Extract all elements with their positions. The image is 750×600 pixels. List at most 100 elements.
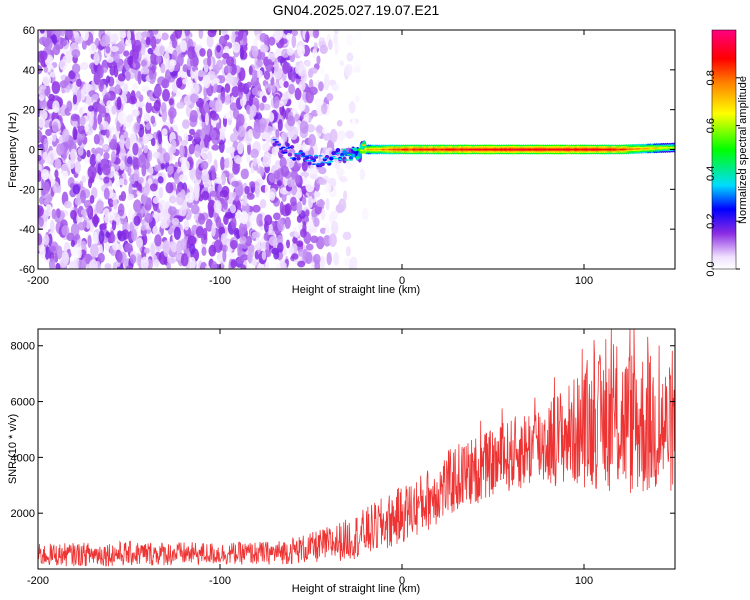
noise-cell xyxy=(51,81,61,94)
noise-cell xyxy=(118,178,125,186)
noise-cell xyxy=(110,45,119,53)
noise-cell xyxy=(92,231,98,244)
noise-cell xyxy=(55,262,61,269)
signal-cell xyxy=(292,158,297,160)
signal-cell xyxy=(307,161,312,166)
noise-cell xyxy=(238,125,246,138)
noise-cell xyxy=(167,257,176,264)
noise-cell xyxy=(54,169,59,179)
noise-cell xyxy=(140,43,146,56)
noise-cell xyxy=(303,248,308,260)
noise-cell xyxy=(77,248,82,259)
noise-cell xyxy=(224,83,231,94)
noise-cell xyxy=(182,119,190,130)
noise-cell xyxy=(334,41,339,56)
noise-cell xyxy=(244,236,253,247)
noise-cell xyxy=(232,163,240,175)
noise-cell xyxy=(322,132,332,141)
colorbar-bar xyxy=(711,29,737,270)
spectrogram-x-label: Height of straight line (km) xyxy=(292,284,420,296)
noise-cell xyxy=(169,241,177,248)
noise-cell xyxy=(110,233,116,243)
noise-cell xyxy=(238,226,245,238)
noise-cell xyxy=(125,137,131,150)
noise-cell xyxy=(138,135,143,143)
noise-cell xyxy=(38,154,42,161)
noise-cell xyxy=(294,113,300,122)
noise-cell xyxy=(283,80,289,88)
noise-cell xyxy=(159,209,168,224)
noise-cell xyxy=(254,250,259,261)
noise-cell xyxy=(86,149,91,158)
y-tick-label: -40 xyxy=(19,224,35,236)
noise-cell xyxy=(145,122,151,131)
noise-cell xyxy=(72,184,81,195)
noise-cell xyxy=(221,30,228,35)
noise-cell xyxy=(102,163,111,176)
noise-cell xyxy=(49,245,57,252)
noise-cell xyxy=(104,242,110,251)
noise-cell xyxy=(180,139,189,146)
noise-cell xyxy=(252,125,261,140)
noise-cell xyxy=(76,78,82,87)
noise-cell xyxy=(218,139,225,154)
noise-cell xyxy=(331,210,339,221)
noise-cell xyxy=(163,152,171,163)
noise-cell xyxy=(216,44,221,53)
noise-cell xyxy=(189,109,198,123)
noise-cell xyxy=(91,94,99,101)
x-tick-label: -200 xyxy=(27,275,49,287)
noise-cell xyxy=(119,134,125,149)
noise-cell xyxy=(70,113,80,122)
noise-cell xyxy=(70,209,77,220)
noise-cell xyxy=(231,85,240,98)
noise-cell xyxy=(205,265,211,269)
noise-cell xyxy=(190,56,197,68)
noise-cell xyxy=(78,257,87,269)
noise-cell xyxy=(284,203,292,216)
noise-cell xyxy=(61,169,69,180)
y-tick-label: -20 xyxy=(19,184,35,196)
signal-cell xyxy=(333,157,338,160)
signal-cell xyxy=(276,143,282,146)
noise-cell xyxy=(105,75,111,84)
noise-cell xyxy=(259,166,265,178)
noise-cell xyxy=(256,213,264,227)
noise-cell xyxy=(161,78,170,89)
noise-cell xyxy=(277,119,283,132)
noise-cell xyxy=(279,201,284,215)
noise-cell xyxy=(106,56,114,63)
noise-cell xyxy=(318,178,328,185)
noise-cell xyxy=(66,232,75,242)
noise-cell xyxy=(153,85,162,98)
noise-cell xyxy=(158,199,166,212)
noise-cell xyxy=(268,236,278,247)
noise-cell xyxy=(286,32,292,41)
noise-cell xyxy=(132,82,139,91)
noise-cell xyxy=(105,129,110,139)
noise-cell xyxy=(38,196,45,205)
noise-cell xyxy=(210,129,217,140)
noise-cell xyxy=(56,245,63,260)
noise-cell xyxy=(301,196,307,206)
noise-cell xyxy=(331,83,339,92)
noise-cell xyxy=(309,172,318,180)
noise-cell xyxy=(252,157,257,167)
noise-cell xyxy=(126,265,133,269)
noise-cell xyxy=(98,79,104,93)
noise-cell xyxy=(193,69,199,83)
noise-cell xyxy=(305,243,314,251)
noise-cell xyxy=(231,30,236,44)
noise-cell xyxy=(301,185,307,195)
noise-cell xyxy=(137,70,142,85)
noise-cell xyxy=(131,37,136,47)
noise-cell xyxy=(185,192,195,203)
noise-cell xyxy=(325,197,330,211)
noise-cell xyxy=(88,259,98,269)
spectrogram-x-ticks: -200 -100 0 100 xyxy=(27,30,593,287)
noise-cell xyxy=(217,226,226,236)
noise-cell xyxy=(76,131,86,141)
noise-cell xyxy=(171,217,180,226)
noise-cell xyxy=(54,253,59,263)
